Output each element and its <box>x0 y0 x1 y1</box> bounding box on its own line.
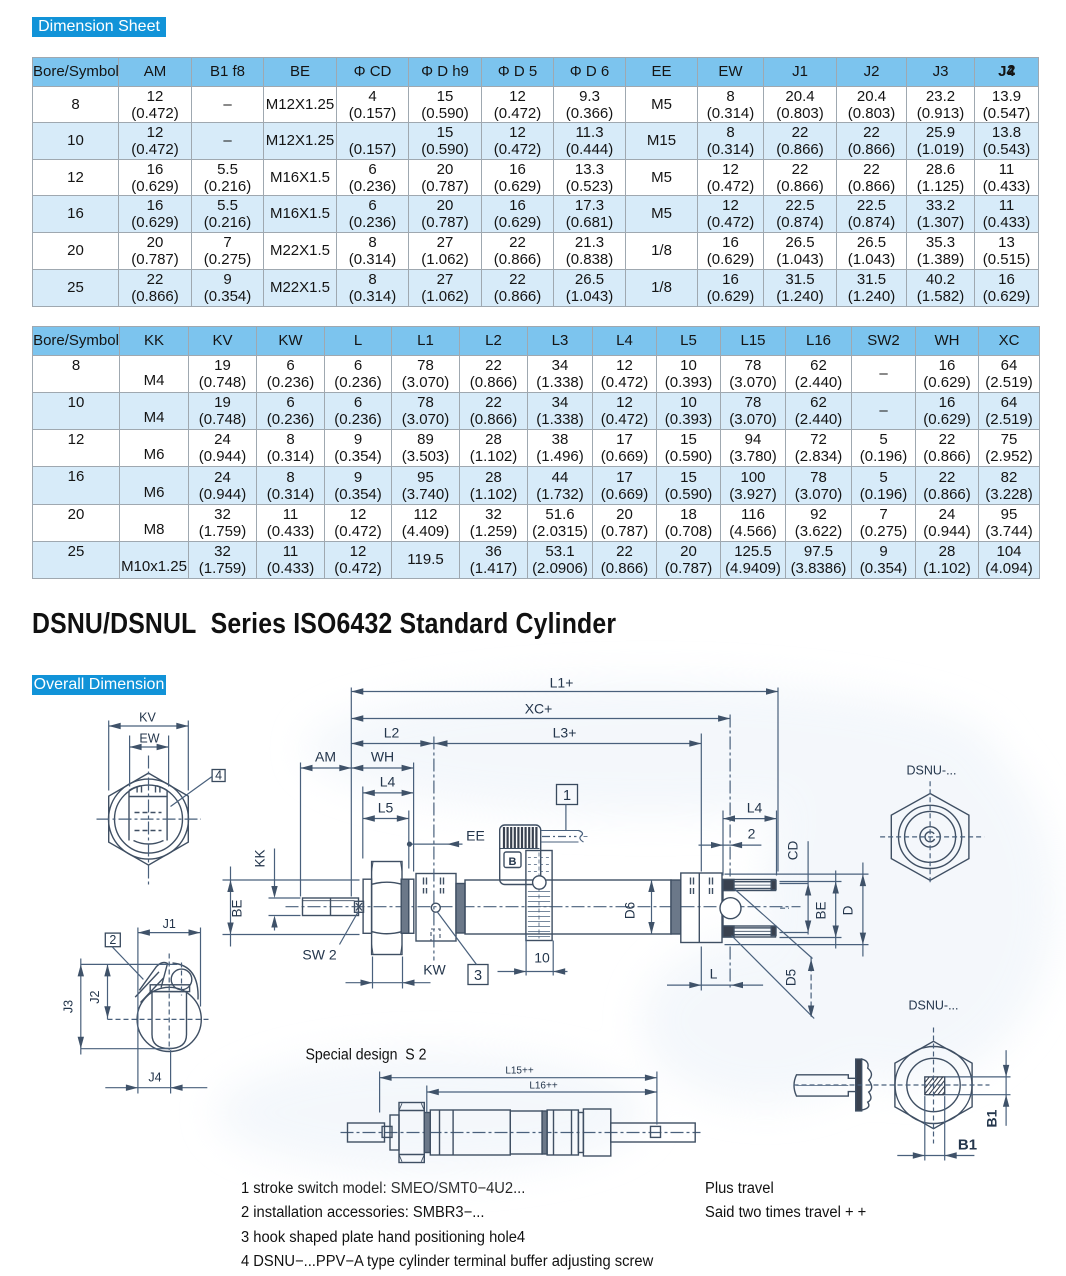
svg-text:KW: KW <box>423 962 446 978</box>
svg-text:XC+: XC+ <box>525 701 553 717</box>
svg-text:D6: D6 <box>623 902 638 919</box>
svg-text:BE: BE <box>814 901 829 919</box>
svg-text:3: 3 <box>474 968 482 984</box>
svg-text:J2: J2 <box>88 990 102 1003</box>
svg-text:L4: L4 <box>747 800 763 816</box>
svg-text:CD: CD <box>786 841 801 861</box>
svg-text:L5: L5 <box>378 800 394 816</box>
svg-text:1: 1 <box>563 788 571 804</box>
svg-text:L3+: L3+ <box>553 725 577 741</box>
svg-text:L15++: L15++ <box>505 1066 534 1077</box>
svg-text:EW: EW <box>139 732 159 746</box>
svg-text:2: 2 <box>748 826 756 842</box>
svg-text:SW 2: SW 2 <box>302 947 336 963</box>
svg-text:AM: AM <box>315 749 336 765</box>
svg-text:L1+: L1+ <box>550 675 574 691</box>
svg-text:BE: BE <box>230 899 245 917</box>
svg-text:EE: EE <box>466 828 485 844</box>
svg-text:DSNU-...: DSNU-... <box>907 764 957 778</box>
svg-text:10: 10 <box>534 950 550 966</box>
svg-text:L2: L2 <box>384 725 400 741</box>
svg-text:D5: D5 <box>784 969 799 986</box>
svg-text:B: B <box>509 856 517 868</box>
svg-text:DSNU-...: DSNU-... <box>909 999 959 1013</box>
svg-text:L16++: L16++ <box>529 1081 558 1092</box>
svg-text:J4: J4 <box>148 1071 161 1085</box>
svg-text:KV: KV <box>139 711 156 725</box>
svg-text:Special design S 2: Special design S 2 <box>306 1047 427 1064</box>
svg-text:J1: J1 <box>163 917 176 931</box>
svg-text:KK: KK <box>253 849 268 867</box>
svg-text:J3: J3 <box>62 1000 76 1013</box>
svg-text:2: 2 <box>109 933 116 947</box>
svg-text:L: L <box>710 966 718 982</box>
svg-text:B1: B1 <box>984 1109 1000 1127</box>
svg-text:4: 4 <box>215 769 222 783</box>
svg-text:L4: L4 <box>380 774 396 790</box>
svg-text:B1: B1 <box>958 1137 977 1154</box>
svg-text:WH: WH <box>371 749 394 765</box>
svg-text:D: D <box>841 905 856 915</box>
